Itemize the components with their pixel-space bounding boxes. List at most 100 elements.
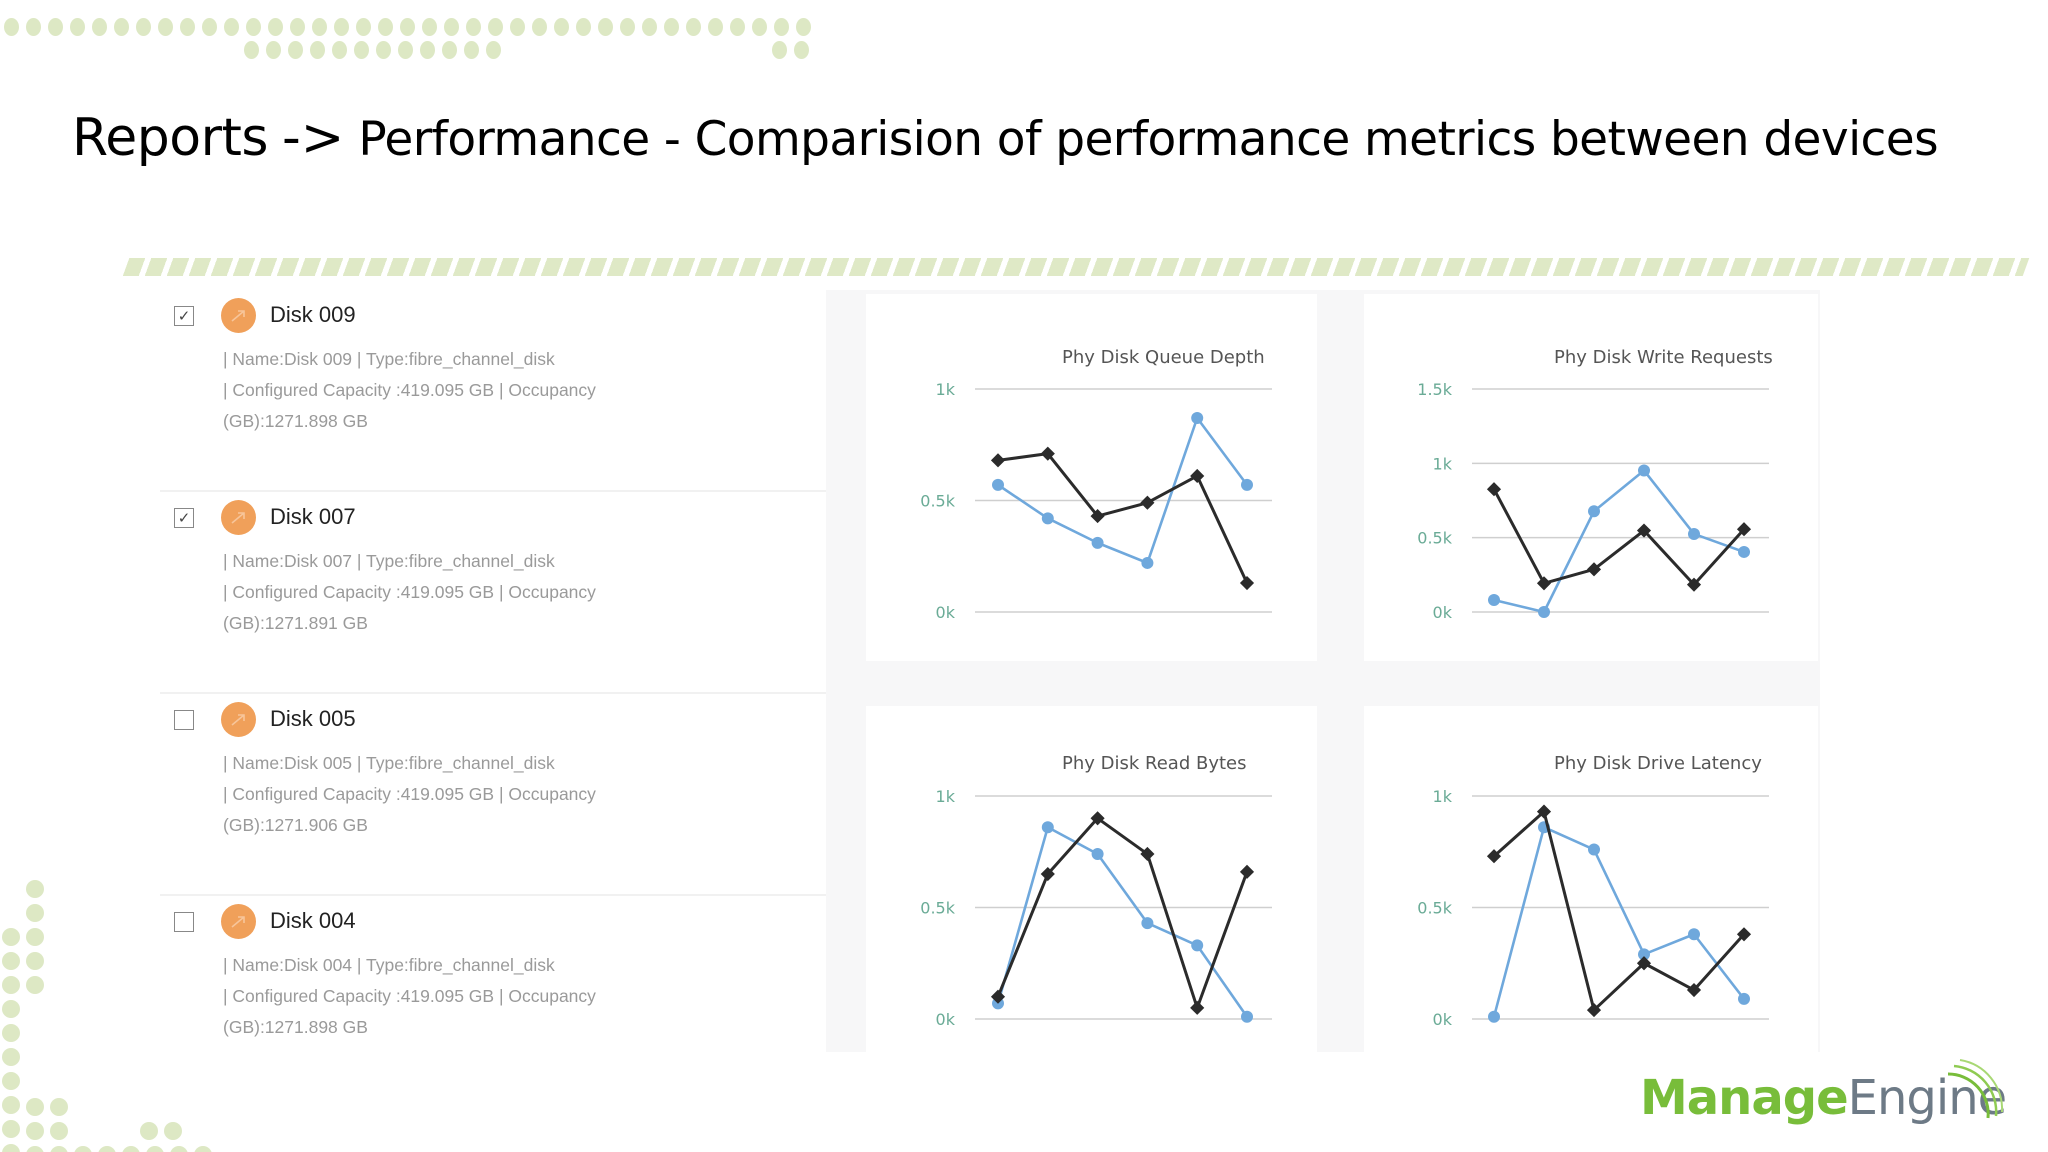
diamond-marker-icon[interactable] [990,453,1006,468]
diamond-marker-icon[interactable] [1239,575,1255,591]
circle-marker-icon[interactable] [1091,536,1104,549]
y-tick-label: 0k [1433,603,1453,622]
y-tick-label: 0.5k [1417,529,1452,548]
trend-arrow-icon [221,904,256,939]
diamond-marker-icon[interactable] [1636,523,1652,538]
line-chart: Phy Disk Read Bytes 0k 0.5k 1k [920,753,1272,1029]
decorative-stripe [122,258,2030,276]
circle-marker-icon[interactable] [1638,948,1650,961]
circle-marker-icon[interactable] [1141,917,1154,930]
diamond-marker-icon[interactable] [1190,468,1205,484]
diamond-marker-icon[interactable] [1536,804,1552,819]
diamond-marker-icon[interactable] [1239,864,1255,879]
device-name[interactable]: Disk 007 [270,504,356,529]
device-details: | Name:Disk 004 | Type:fibre_channel_dis… [223,950,743,1043]
chart-title: Phy Disk Read Bytes [1062,753,1246,774]
series-line [1492,825,1746,1018]
circle-marker-icon[interactable] [1538,606,1550,618]
diamond-marker-icon[interactable] [1486,849,1502,864]
circle-marker-icon[interactable] [1588,505,1600,518]
chart-title: Phy Disk Write Requests [1554,347,1773,368]
y-tick-label: 0.5k [920,492,955,511]
chart-write-requests[interactable]: Phy Disk Write Requests 0k 0.5k 1k 1.5k [1364,294,1818,661]
line-chart: Phy Disk Write Requests 0k 0.5k 1k 1.5k [1417,347,1773,622]
circle-marker-icon[interactable] [1191,411,1204,424]
logo-arc-icon [1947,1059,2004,1119]
diamond-marker-icon[interactable] [1636,956,1652,971]
chart-drive-latency[interactable]: Phy Disk Drive Latency 0k 0.5k 1k [1364,706,1818,1052]
trend-arrow-icon [221,298,256,333]
device-item[interactable]: Disk 004 | Name:Disk 004 | Type:fibre_ch… [160,896,826,1098]
series-line [1493,469,1745,614]
manageengine-logo: ManageEngine [1640,1059,2007,1140]
y-tick-label: 0k [936,603,956,622]
trend-arrow-icon [221,702,256,737]
device-detail-capacity: | Configured Capacity :419.095 GB | Occu… [223,582,596,602]
diamond-marker-icon[interactable] [990,989,1006,1004]
diamond-marker-icon[interactable] [1536,576,1552,591]
checkmark-icon: ✓ [177,307,191,325]
chart-panel: Phy Disk Queue Depth 0k 0.5k 1k Phy Disk Wr… [826,290,1820,1052]
device-detail-name-type: | Name:Disk 005 | Type:fibre_channel_dis… [223,753,555,773]
diamond-marker-icon[interactable] [1686,577,1702,592]
diamond-marker-icon[interactable] [1586,562,1602,577]
device-name[interactable]: Disk 005 [270,706,356,731]
circle-marker-icon[interactable] [1738,545,1750,558]
device-detail-occupancy: (GB):1271.898 GB [223,1017,368,1037]
circle-marker-icon[interactable] [1241,1010,1253,1023]
circle-marker-icon[interactable] [1091,847,1104,860]
device-item[interactable]: Disk 005 | Name:Disk 005 | Type:fibre_ch… [160,694,826,896]
device-checkbox[interactable]: ✓ [174,508,194,528]
diamond-marker-icon[interactable] [1736,927,1752,942]
circle-marker-icon[interactable] [1041,821,1054,834]
y-tick-label: 0k [936,1010,956,1029]
breadcrumb-reports: Reports [72,108,268,168]
diamond-marker-icon[interactable] [1686,982,1702,998]
circle-marker-icon[interactable] [1488,593,1500,606]
device-item[interactable]: ✓ Disk 007 | Name:Disk 007 | Type:fibre_… [160,492,826,694]
device-detail-occupancy: (GB):1271.898 GB [223,411,368,431]
circle-marker-icon[interactable] [1488,1010,1500,1023]
device-details: | Name:Disk 009 | Type:fibre_channel_dis… [223,344,743,437]
circle-marker-icon[interactable] [992,478,1004,491]
device-name[interactable]: Disk 004 [270,908,356,933]
y-tick-label: 0.5k [920,899,955,918]
chart-queue-depth[interactable]: Phy Disk Queue Depth 0k 0.5k 1k [866,294,1317,661]
series-line [996,816,1249,1010]
y-tick-label: 1k [1433,787,1453,806]
circle-marker-icon[interactable] [1141,556,1154,569]
line-chart: Phy Disk Queue Depth 0k 0.5k 1k [920,347,1272,622]
circle-marker-icon[interactable] [1588,843,1600,856]
device-name[interactable]: Disk 009 [270,302,356,327]
y-tick-label: 1.5k [1417,380,1452,399]
diamond-marker-icon[interactable] [1586,1003,1602,1018]
diamond-marker-icon[interactable] [1140,495,1155,510]
chart-title: Phy Disk Drive Latency [1554,753,1762,774]
series-line [997,452,1249,584]
circle-marker-icon[interactable] [1688,527,1700,540]
circle-marker-icon[interactable] [1638,464,1650,477]
y-tick-label: 1k [936,380,956,399]
device-checkbox[interactable] [174,710,194,730]
circle-marker-icon[interactable] [1191,939,1204,952]
trend-arrow-icon [221,500,256,535]
circle-marker-icon[interactable] [1241,478,1253,491]
diamond-marker-icon[interactable] [1736,522,1752,537]
diamond-marker-icon[interactable] [1486,482,1502,497]
device-checkbox[interactable]: ✓ [174,306,194,326]
device-detail-occupancy: (GB):1271.891 GB [223,613,368,633]
chart-read-bytes[interactable]: Phy Disk Read Bytes 0k 0.5k 1k [866,706,1317,1052]
device-item[interactable]: ✓ Disk 009 | Name:Disk 009 | Type:fibre_… [160,290,826,492]
circle-marker-icon[interactable] [1688,928,1700,941]
device-detail-capacity: | Configured Capacity :419.095 GB | Occu… [223,784,596,804]
device-checkbox[interactable] [174,912,194,932]
series-line [997,416,1249,565]
diamond-marker-icon[interactable] [1190,1000,1205,1015]
device-detail-name-type: | Name:Disk 007 | Type:fibre_channel_dis… [223,551,555,571]
device-detail-capacity: | Configured Capacity :419.095 GB | Occu… [223,986,596,1006]
device-detail-occupancy: (GB):1271.906 GB [223,815,368,835]
circle-marker-icon[interactable] [1041,512,1054,525]
logo-text-manage: Manage [1640,1070,1849,1126]
device-detail-name-type: | Name:Disk 009 | Type:fibre_channel_dis… [223,349,555,369]
circle-marker-icon[interactable] [1738,992,1750,1005]
